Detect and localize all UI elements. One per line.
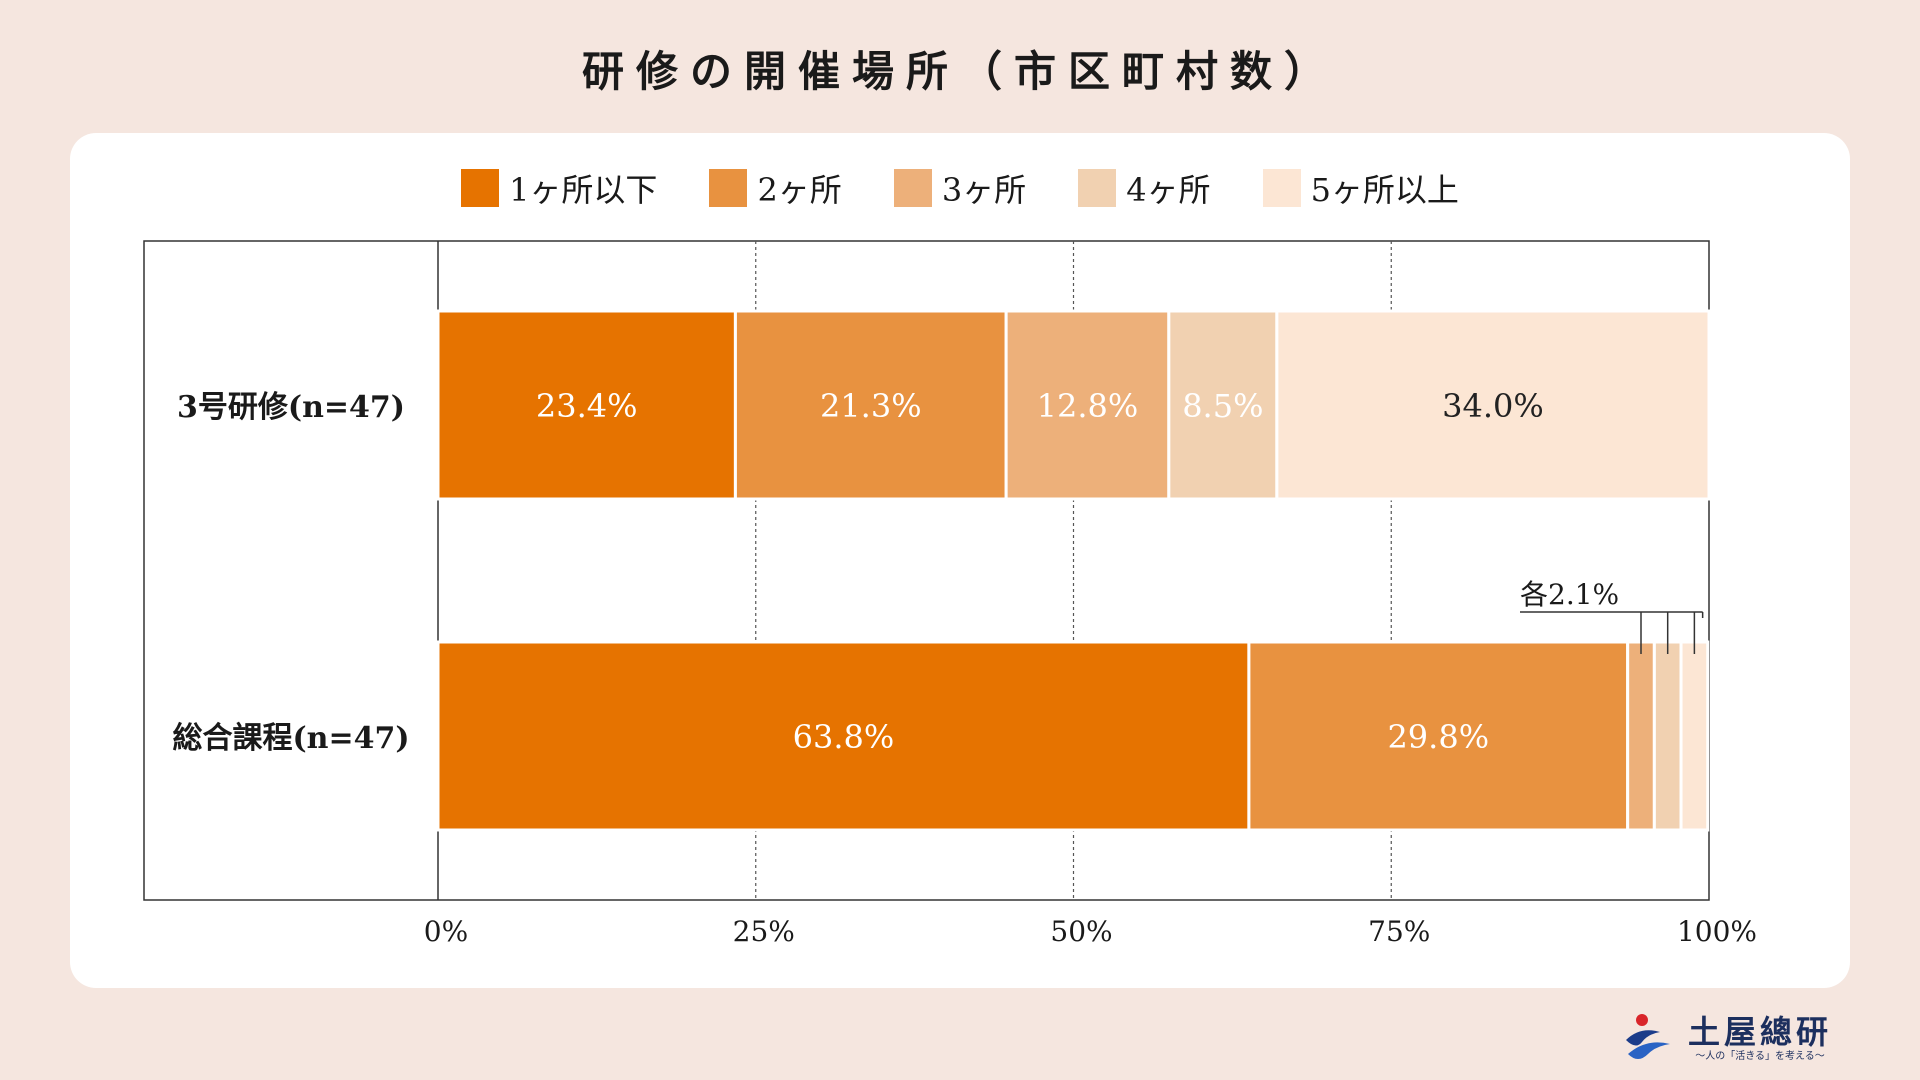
bar-segment (1275, 309, 1711, 501)
bar-segment (436, 309, 737, 501)
logo-name: 土屋總研 (1688, 1013, 1833, 1051)
data-label: 63.8% (793, 718, 895, 756)
legend-swatch (1262, 169, 1301, 207)
legend-swatch (893, 169, 932, 207)
x-tick-label: 0% (424, 915, 468, 948)
legend-item: 4ヶ所 (1078, 165, 1211, 211)
legend-label: 5ヶ所以上 (1310, 171, 1459, 209)
chart-title: 研修の開催場所（市区町村数） (581, 47, 1338, 96)
data-label: 34.0% (1442, 387, 1544, 425)
legend-label: 1ヶ所以下 (509, 171, 658, 209)
x-tick-label: 50% (1050, 915, 1112, 948)
legend-swatch (461, 169, 500, 207)
legend-label: 2ヶ所 (757, 171, 842, 209)
bar-segment (1004, 309, 1171, 501)
data-label: 21.3% (820, 387, 922, 425)
data-label: 23.4% (536, 387, 638, 425)
x-tick-label: 75% (1368, 915, 1430, 948)
chart-card: 1ヶ所以下 2ヶ所 3ヶ所 4ヶ所 5ヶ所以上 23.4% 21.3% 12.8% 8.5% 3… (70, 133, 1850, 988)
legend: 1ヶ所以下 2ヶ所 3ヶ所 4ヶ所 5ヶ所以上 (70, 163, 1850, 213)
bar-segment (1679, 640, 1710, 832)
legend-swatch (1078, 169, 1117, 207)
data-label: 8.5% (1182, 387, 1263, 425)
data-label: 12.8% (1037, 387, 1139, 425)
legend-item: 2ヶ所 (709, 165, 842, 211)
bar-segment (436, 640, 1251, 832)
bar-segment (733, 309, 1008, 501)
category-label: 総合課程(n=47) (172, 721, 409, 756)
bar-segment (1167, 309, 1279, 501)
legend-item: 1ヶ所以下 (461, 165, 657, 211)
logo-tagline: 〜人の「活きる」を考える〜 (1695, 1051, 1825, 1062)
legend-item: 5ヶ所以上 (1262, 165, 1459, 211)
stacked-bar-chart: 23.4% 21.3% 12.8% 8.5% 34.0% 3号研修(n=47) 63.8% 2… (143, 240, 1757, 948)
x-tick-label: 25% (733, 915, 795, 948)
annotation-label: 各2.1% (1520, 578, 1619, 611)
legend-item: 3ヶ所 (893, 165, 1027, 211)
category-label: 3号研修(n=47) (177, 390, 405, 425)
legend-swatch (709, 169, 748, 207)
x-tick-label: 100% (1677, 915, 1757, 948)
bar-segment (1652, 640, 1683, 832)
bar-segment (1626, 640, 1656, 832)
legend-label: 3ヶ所 (941, 171, 1027, 209)
plot-frame (143, 240, 1710, 901)
bar-segment (1247, 640, 1630, 832)
brand-logo: 土屋總研 〜人の「活きる」を考える〜 (1620, 1010, 1850, 1068)
wave-logo-icon (1626, 1014, 1670, 1059)
legend-label: 4ヶ所 (1126, 171, 1211, 209)
data-label: 29.8% (1387, 718, 1489, 756)
